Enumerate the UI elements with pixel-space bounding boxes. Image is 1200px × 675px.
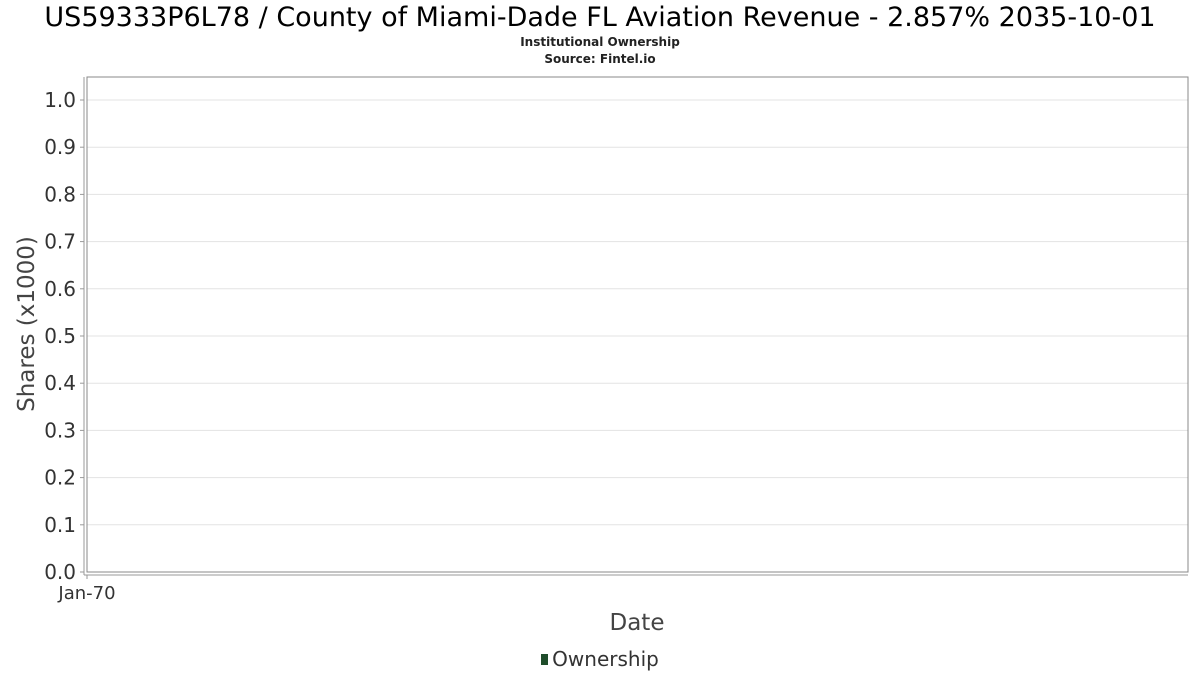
chart-source: Source: Fintel.io: [544, 52, 656, 66]
y-tick-label: 0.4: [44, 371, 76, 395]
y-tick-label: 0.3: [44, 418, 76, 442]
y-tick-label: 1.0: [44, 88, 76, 112]
gridlines: [87, 99, 1188, 526]
y-tick-label: 0.1: [44, 513, 76, 537]
y-tick-label: 0.5: [44, 324, 76, 348]
y-tick-label: 0.6: [44, 277, 76, 301]
y-tick-label: 0.0: [44, 560, 76, 584]
chart-title: US59333P6L78 / County of Miami-Dade FL A…: [44, 2, 1156, 33]
chart-subtitle: Institutional Ownership: [520, 35, 680, 49]
plot-area: [86, 76, 1189, 573]
legend-label-ownership: Ownership: [552, 647, 659, 671]
y-tick-label: 0.2: [44, 466, 76, 490]
legend-swatch-ownership: [541, 654, 549, 665]
y-tick-label: 0.7: [44, 230, 76, 254]
x-tick-label: Jan-70: [57, 583, 115, 604]
y-axis-ticks: 0.0 0.1 0.2 0.3 0.4 0.5 0.6 0.7 0.8 0.9 1.0: [44, 88, 84, 584]
y-axis-title: Shares (x1000): [14, 236, 40, 412]
x-axis-ticks: Jan-70: [57, 575, 116, 604]
legend: Ownership: [0, 647, 1200, 671]
y-tick-label: 0.8: [44, 182, 76, 206]
x-axis-title: Date: [610, 610, 665, 636]
y-tick-label: 0.9: [44, 135, 76, 159]
